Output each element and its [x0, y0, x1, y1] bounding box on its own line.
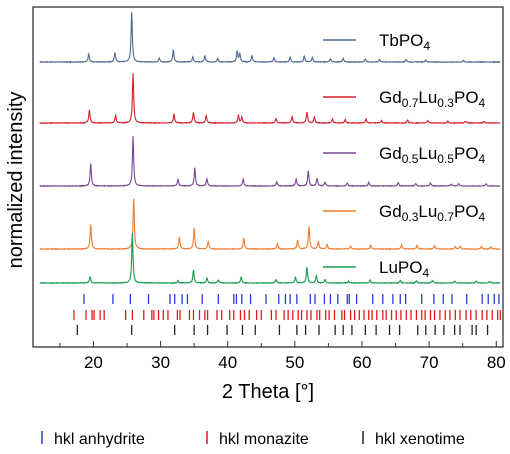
x-tick-label-80: 80 — [487, 353, 506, 372]
x-tick-label-30: 30 — [151, 353, 170, 372]
x-axis-title: 2 Theta [°] — [222, 381, 314, 403]
y-axis-title: normalized intensity — [5, 92, 27, 269]
x-axis: 20 30 40 50 60 70 80 — [59, 341, 506, 372]
x-tick-label-50: 50 — [285, 353, 304, 372]
hkl-legend-label-2: hkl xenotime — [375, 431, 465, 448]
series-line-0 — [39, 12, 501, 64]
hkl-legend-label-1: hkl monazite — [219, 431, 309, 448]
legend-label-1: Gd0.7​Lu0.3​PO4​ — [379, 88, 486, 110]
plot-frame — [32, 6, 504, 348]
legend-label-4: LuPO4​ — [379, 258, 429, 280]
x-tick-label-70: 70 — [420, 353, 439, 372]
legend-label-3: Gd0.3​Lu0.7​PO4​ — [379, 202, 486, 224]
x-tick-label-60: 60 — [353, 353, 372, 372]
hkl-reference-ticks — [73, 294, 501, 335]
traces — [39, 12, 501, 285]
series-line-4 — [39, 232, 501, 285]
hkl-legend-label-0: hkl anhydrite — [54, 431, 145, 448]
series-line-1 — [39, 72, 501, 125]
legend-label-2: Gd0.5​Lu0.5​PO4​ — [379, 144, 486, 166]
x-tick-label-40: 40 — [218, 353, 237, 372]
legend-label-0: TbPO4​ — [379, 31, 430, 53]
series-line-3 — [39, 198, 501, 251]
series-line-2 — [39, 136, 501, 188]
hkl-legend: hkl anhydrite hkl monazite hkl xenotime — [41, 431, 465, 448]
series-legend: TbPO4​ Gd0.7​Lu0.3​PO4​ Gd0.5​Lu0.5​PO4​ Gd… — [323, 31, 486, 280]
x-tick-label-20: 20 — [84, 353, 103, 372]
